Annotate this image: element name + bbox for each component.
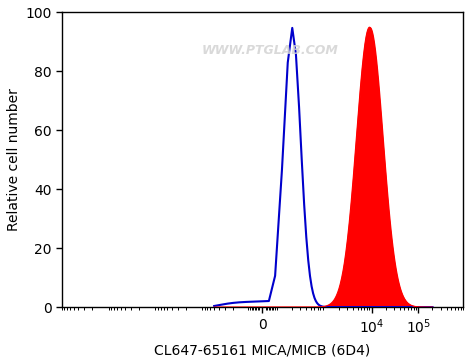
Y-axis label: Relative cell number: Relative cell number <box>7 88 21 231</box>
X-axis label: CL647-65161 MICA/MICB (6D4): CL647-65161 MICA/MICB (6D4) <box>154 343 371 357</box>
Text: WWW.PTGLAB.COM: WWW.PTGLAB.COM <box>202 44 339 57</box>
